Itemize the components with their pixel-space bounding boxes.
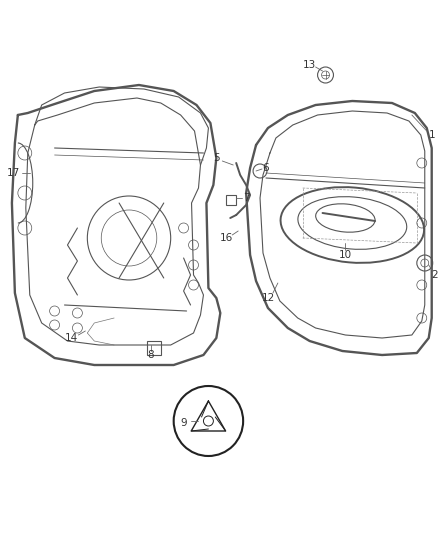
Text: 8: 8 (148, 350, 154, 360)
Text: 2: 2 (431, 270, 438, 280)
Bar (147, 341, 161, 355)
Text: 13: 13 (303, 60, 316, 70)
Text: 17: 17 (7, 168, 21, 178)
Text: 7: 7 (243, 193, 249, 203)
Bar (226, 195, 236, 205)
Text: 6: 6 (263, 163, 269, 173)
Text: 5: 5 (213, 153, 220, 163)
Text: 10: 10 (339, 250, 352, 260)
Text: 9: 9 (180, 418, 187, 428)
Text: 14: 14 (65, 333, 78, 343)
Text: 12: 12 (261, 293, 275, 303)
Text: 1: 1 (428, 130, 435, 140)
Text: 16: 16 (219, 233, 233, 243)
